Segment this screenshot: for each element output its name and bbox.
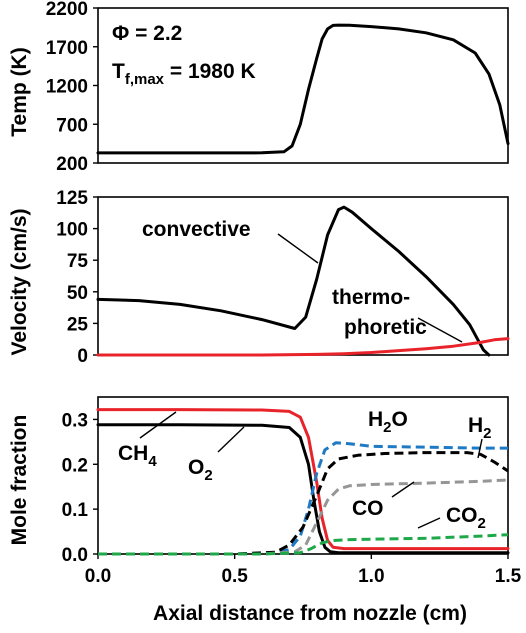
o2-leader-line xyxy=(217,426,245,453)
phi-annotation: Φ = 2.2 xyxy=(112,22,182,45)
temperature-panel: 200 700 1200 1700 2200 Φ = 2.2 Tf,max = 1980… xyxy=(46,0,510,175)
x-axis-label: Axial distance from nozzle (cm) xyxy=(153,602,467,625)
temperature-ytick-label: 200 xyxy=(56,154,88,175)
ch4-subscript: 4 xyxy=(148,453,157,470)
h2o-label: H2O xyxy=(368,408,408,436)
x-tick-label: 1.5 xyxy=(495,566,522,587)
tf-max-annotation: Tf,max = 1980 K xyxy=(112,60,256,88)
temperature-series xyxy=(96,23,510,155)
thermophoretic-label-line1: thermo- xyxy=(332,286,410,309)
mole-fraction-series-line-co2 xyxy=(98,533,509,556)
co2-main: CO xyxy=(446,504,478,527)
temperature-ytick-label: 700 xyxy=(56,115,88,136)
velocity-ytick-label: 75 xyxy=(67,251,89,272)
x-tick-label: 1.0 xyxy=(358,566,384,587)
velocity-ytick-label: 125 xyxy=(56,188,88,209)
mole-fraction-ytick-label: 0.3 xyxy=(62,410,88,431)
co2-leader-line xyxy=(417,517,441,529)
h2o-subscript: 2 xyxy=(383,419,391,436)
o2-main: O xyxy=(188,456,204,479)
thermophoretic-leader-line xyxy=(417,317,463,343)
h2-leader-line xyxy=(477,438,483,459)
mole-fraction-axis-label: Mole fraction xyxy=(8,415,31,546)
o2-subscript: 2 xyxy=(204,467,212,484)
mole-fraction-series-line-h2o xyxy=(98,441,508,556)
mole-fraction-series-line-h2 xyxy=(98,451,509,556)
co2-subscript: 2 xyxy=(478,515,486,532)
temp-axis-label: Temp (K) xyxy=(8,47,31,136)
temperature-ytick-label: 2200 xyxy=(46,0,88,20)
o2-label: O2 xyxy=(188,456,213,484)
tf-main: T xyxy=(112,60,125,83)
velocity-y-ticks: 0 25 50 75 100 125 xyxy=(56,188,98,367)
velocity-series xyxy=(96,205,510,357)
x-tick-label: 0.0 xyxy=(85,566,111,587)
mole-fraction-series xyxy=(96,408,510,556)
mole-fraction-ytick-label: 0.1 xyxy=(62,500,89,521)
velocity-ytick-label: 25 xyxy=(67,314,89,335)
ch4-label: CH4 xyxy=(118,442,157,470)
temperature-ytick-label: 1200 xyxy=(46,77,88,98)
ch4-main: CH xyxy=(118,442,148,465)
h2o-end: O xyxy=(392,408,408,431)
temperature-series-line-0 xyxy=(96,23,510,155)
mole-fraction-series-line-o2 xyxy=(96,408,510,551)
h2-subscript: 2 xyxy=(483,425,491,442)
h2-label: H2 xyxy=(468,414,492,442)
velocity-panel: 0 25 50 75 100 125 convective thermo- phoreti… xyxy=(56,188,510,367)
co2-label: CO2 xyxy=(446,504,486,532)
mole-fraction-panel: 0.00.10.20.30.0 0.5 1.0 1.5 CH4 O2 H2O H2 C… xyxy=(62,396,522,587)
velocity-series-line-1 xyxy=(96,337,510,357)
velocity-ytick-label: 100 xyxy=(56,220,88,241)
velocity-ytick-label: 50 xyxy=(67,283,88,304)
h2o-main: H xyxy=(368,408,383,431)
convective-leader-line xyxy=(277,233,319,264)
x-tick-label: 0.5 xyxy=(221,566,248,587)
velocity-axis-label: Velocity (cm/s) xyxy=(8,208,31,355)
velocity-series-line-0 xyxy=(96,205,491,357)
co-leader-line xyxy=(391,481,415,498)
thermophoretic-label-line2: phoretic xyxy=(344,316,427,339)
temperature-ytick-label: 1700 xyxy=(46,38,88,59)
h2-main: H xyxy=(468,414,483,437)
tf-subscript: f,max xyxy=(125,71,165,88)
mole-fraction-ytick-label: 0.0 xyxy=(62,545,88,566)
mole-fraction-series-line-ch4 xyxy=(96,423,510,555)
velocity-ytick-label: 0 xyxy=(77,346,88,367)
co-label: CO xyxy=(352,497,384,520)
mole-fraction-ticks: 0.0 0.1 0.2 0.3 0.0 0.5 1.0 1.5 xyxy=(62,410,522,587)
tf-rest: = 1980 K xyxy=(164,60,256,83)
mole-fraction-ytick-label: 0.2 xyxy=(62,455,88,476)
mole-fraction-series-line-co xyxy=(98,478,509,556)
mole-fraction-plot-frame xyxy=(97,396,509,555)
convective-label: convective xyxy=(142,218,251,241)
temperature-y-ticks: 200 700 1200 1700 2200 xyxy=(46,0,98,175)
ch4-leader-line xyxy=(139,411,177,439)
